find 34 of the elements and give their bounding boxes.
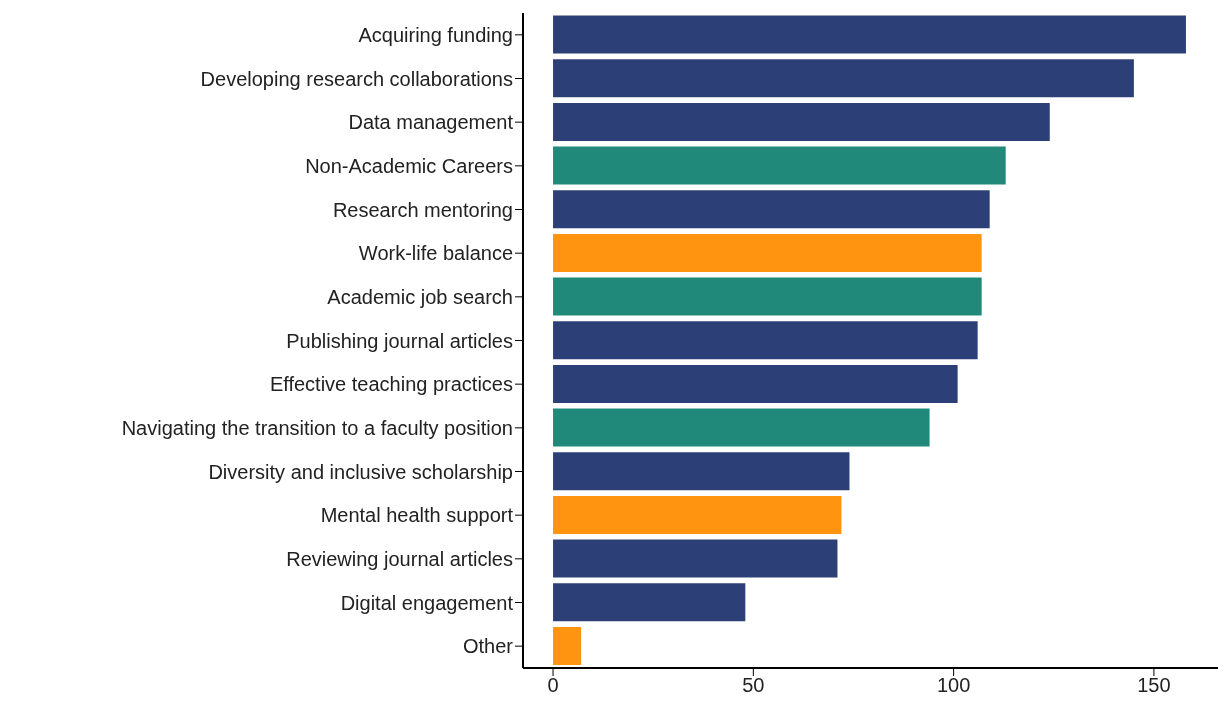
y-tick-label: Acquiring funding xyxy=(358,23,513,46)
bar xyxy=(553,539,838,578)
x-tick-label: 100 xyxy=(936,674,971,697)
x-tick-label: 0 xyxy=(547,674,559,697)
y-tick-label: Digital engagement xyxy=(340,591,514,614)
bar xyxy=(553,364,958,403)
x-tick-label: 50 xyxy=(742,674,765,697)
y-tick-label: Diversity and inclusive scholarship xyxy=(208,460,513,483)
y-tick-label: Research mentoring xyxy=(332,198,513,221)
y-tick-label: Work-life balance xyxy=(358,242,513,265)
bar xyxy=(553,190,990,229)
y-tick-label: Publishing journal articles xyxy=(286,329,513,352)
bar xyxy=(553,408,930,447)
y-tick-label: Academic job search xyxy=(327,285,513,308)
bar xyxy=(553,146,1006,185)
y-tick-label: Non-Academic Careers xyxy=(305,154,513,177)
bar xyxy=(553,452,850,491)
y-tick-label: Effective teaching practices xyxy=(269,373,513,396)
y-tick-label: Mental health support xyxy=(320,504,514,527)
y-tick-label: Developing research collaborations xyxy=(200,67,513,90)
bar xyxy=(553,59,1134,98)
y-tick-label: Data management xyxy=(348,111,514,134)
y-tick-label: Other xyxy=(462,635,514,658)
bar xyxy=(553,233,982,272)
x-tick-label: 150 xyxy=(1137,674,1171,697)
y-tick-label: Navigating the transition to a faculty position xyxy=(121,416,513,439)
bar xyxy=(553,583,746,622)
bar xyxy=(553,102,1050,141)
bar xyxy=(553,495,842,534)
bar xyxy=(553,15,1186,54)
bar xyxy=(553,277,982,316)
y-tick-label: Reviewing journal articles xyxy=(286,547,513,570)
bar xyxy=(553,321,978,360)
bar xyxy=(553,626,582,665)
